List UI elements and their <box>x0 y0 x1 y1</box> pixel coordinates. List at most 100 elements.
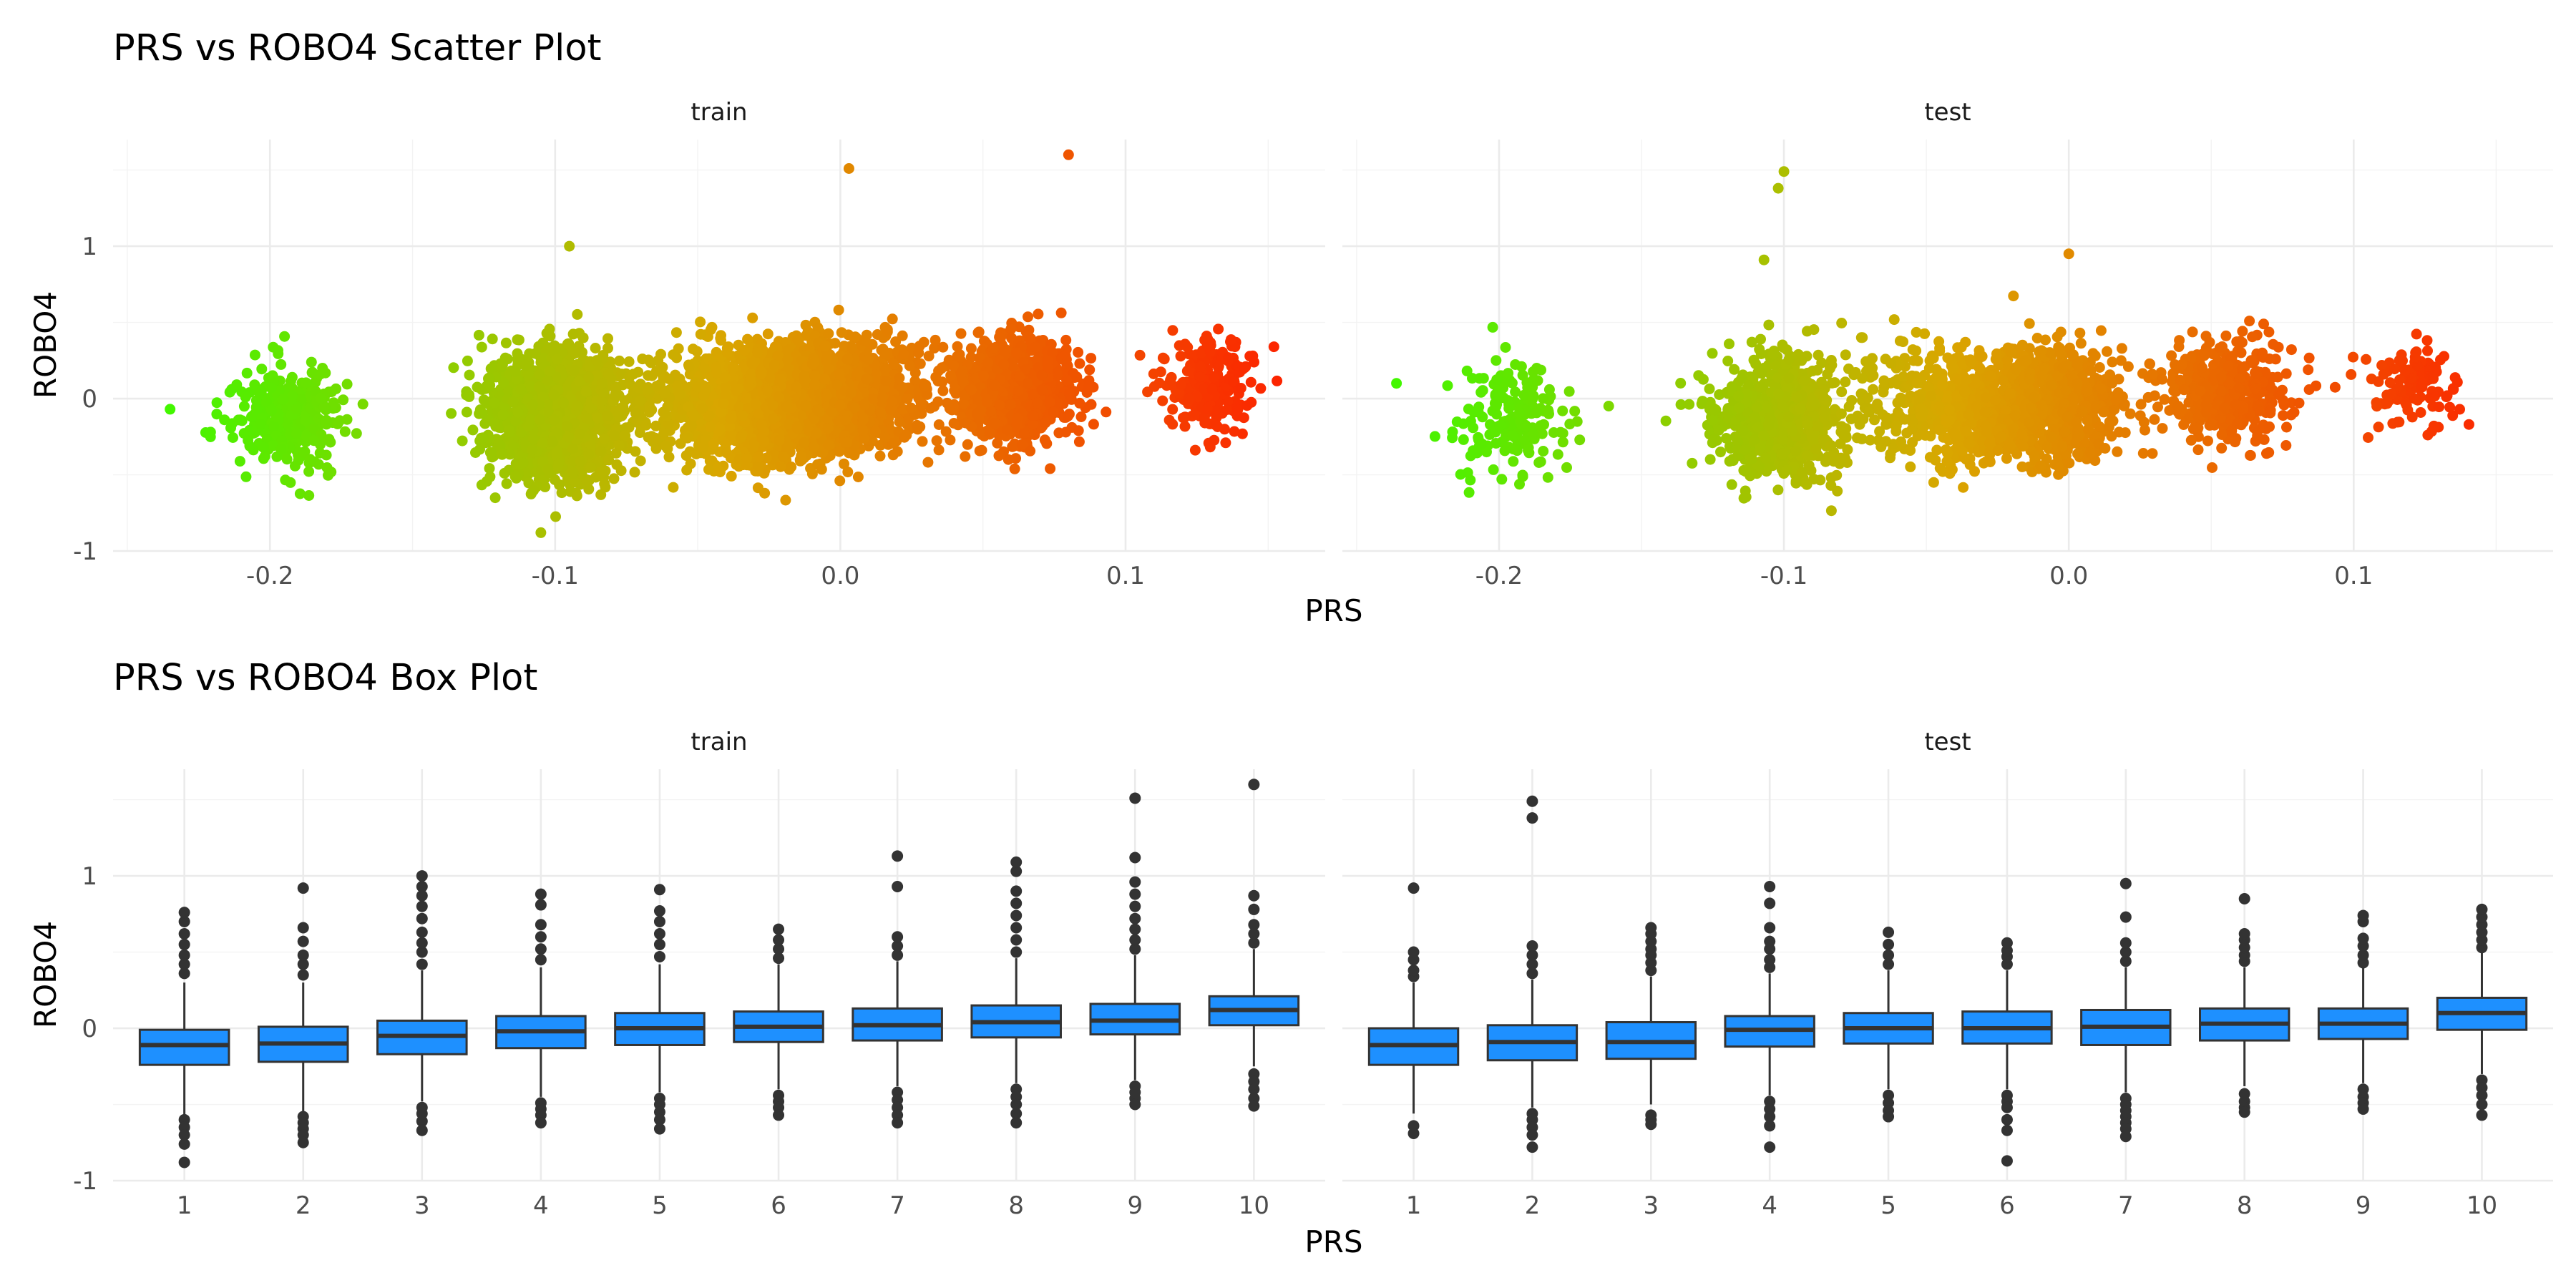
scatter-point <box>537 437 548 449</box>
scatter-point <box>609 430 620 441</box>
scatter-point <box>266 405 278 416</box>
scatter-point <box>583 449 595 460</box>
scatter-point <box>756 433 767 444</box>
scatter-point <box>522 368 534 379</box>
scatter-point <box>663 452 675 463</box>
scatter-point <box>723 341 734 353</box>
scatter-point <box>260 396 272 407</box>
scatter-point <box>234 456 245 467</box>
scatter-point <box>768 413 779 424</box>
scatter-point <box>556 487 567 499</box>
scatter-point <box>275 358 287 370</box>
scatter-point <box>791 381 802 393</box>
scatter-point <box>570 348 581 359</box>
scatter-point <box>806 358 818 370</box>
scatter-point <box>1073 346 1084 358</box>
scatter-point <box>473 329 484 341</box>
scatter-title: PRS vs ROBO4 Scatter Plot <box>113 27 602 69</box>
scatter-point <box>887 313 898 325</box>
scatter-point <box>753 451 765 462</box>
scatter-point <box>796 450 807 462</box>
scatter-point <box>590 343 601 353</box>
scatter-point <box>917 436 928 447</box>
scatter-point <box>919 381 930 391</box>
scatter-point <box>279 331 291 342</box>
scatter-point <box>675 389 686 400</box>
scatter-point <box>840 414 852 426</box>
scatter-point <box>816 464 827 475</box>
scatter-point <box>735 432 746 444</box>
scatter-point <box>879 432 891 444</box>
scatter-point <box>323 434 335 445</box>
scatter-point <box>849 449 860 461</box>
scatter-point <box>602 369 614 380</box>
scatter-point <box>769 359 780 371</box>
scatter-point <box>464 389 474 401</box>
scatter-point <box>525 381 536 392</box>
scatter-point <box>547 436 558 447</box>
scatter-point <box>580 386 592 397</box>
scatter-point <box>774 434 785 446</box>
scatter-point <box>528 433 539 444</box>
scatter-point <box>287 391 298 401</box>
scatter-point <box>585 462 597 473</box>
scatter-point <box>823 363 834 374</box>
scatter-point <box>615 465 627 477</box>
scatter-point <box>898 348 909 360</box>
scatter-point <box>644 406 655 418</box>
scatter-point <box>686 419 698 431</box>
scatter-point <box>663 374 675 385</box>
scatter-point <box>737 410 748 421</box>
scatter-point <box>339 426 351 437</box>
scatter-point <box>880 375 892 386</box>
scatter-point <box>645 357 657 369</box>
scatter-point <box>550 511 561 522</box>
scatter-point <box>571 400 582 411</box>
scatter-point <box>623 356 635 367</box>
scatter-point <box>567 443 579 454</box>
scatter-point <box>592 412 603 424</box>
scatter-point <box>567 467 579 478</box>
scatter-point <box>275 444 287 454</box>
scatter-point <box>782 353 793 365</box>
scatter-point <box>552 447 563 459</box>
scatter-point <box>308 423 320 434</box>
scatter-point <box>583 484 595 495</box>
scatter-point <box>542 463 554 474</box>
scatter-point <box>597 378 608 389</box>
scatter-point <box>715 333 726 344</box>
scatter-point <box>596 395 608 406</box>
scatter-point <box>932 396 944 407</box>
scatter-point <box>756 419 767 431</box>
scatter-point <box>289 460 301 472</box>
scatter-point <box>457 435 468 447</box>
scatter-strip-train: train <box>691 98 747 127</box>
scatter-point <box>235 414 246 426</box>
scatter-point <box>845 387 857 399</box>
scatter-point <box>574 428 585 439</box>
scatter-point <box>811 404 823 416</box>
scatter-point <box>894 372 905 384</box>
scatter-point <box>602 333 613 344</box>
scatter-point <box>791 422 803 434</box>
scatter-point <box>640 419 652 431</box>
scatter-point <box>603 454 615 466</box>
scatter-point <box>628 369 639 380</box>
scatter-point <box>841 436 852 448</box>
scatter-point <box>886 396 897 407</box>
x-tick-label: -0.2 <box>246 562 293 590</box>
scatter-point <box>833 304 844 316</box>
scatter-point <box>918 336 930 348</box>
scatter-point <box>612 410 623 421</box>
scatter-strip-test: test <box>1924 98 1971 127</box>
scatter-point <box>762 328 774 340</box>
scatter-point <box>238 401 250 412</box>
scatter-point <box>960 451 971 462</box>
scatter-point <box>320 416 331 427</box>
scatter-point <box>778 451 789 462</box>
scatter-point <box>826 406 837 417</box>
scatter-point <box>633 382 644 394</box>
scatter-point <box>933 444 945 456</box>
scatter-point <box>859 399 870 410</box>
